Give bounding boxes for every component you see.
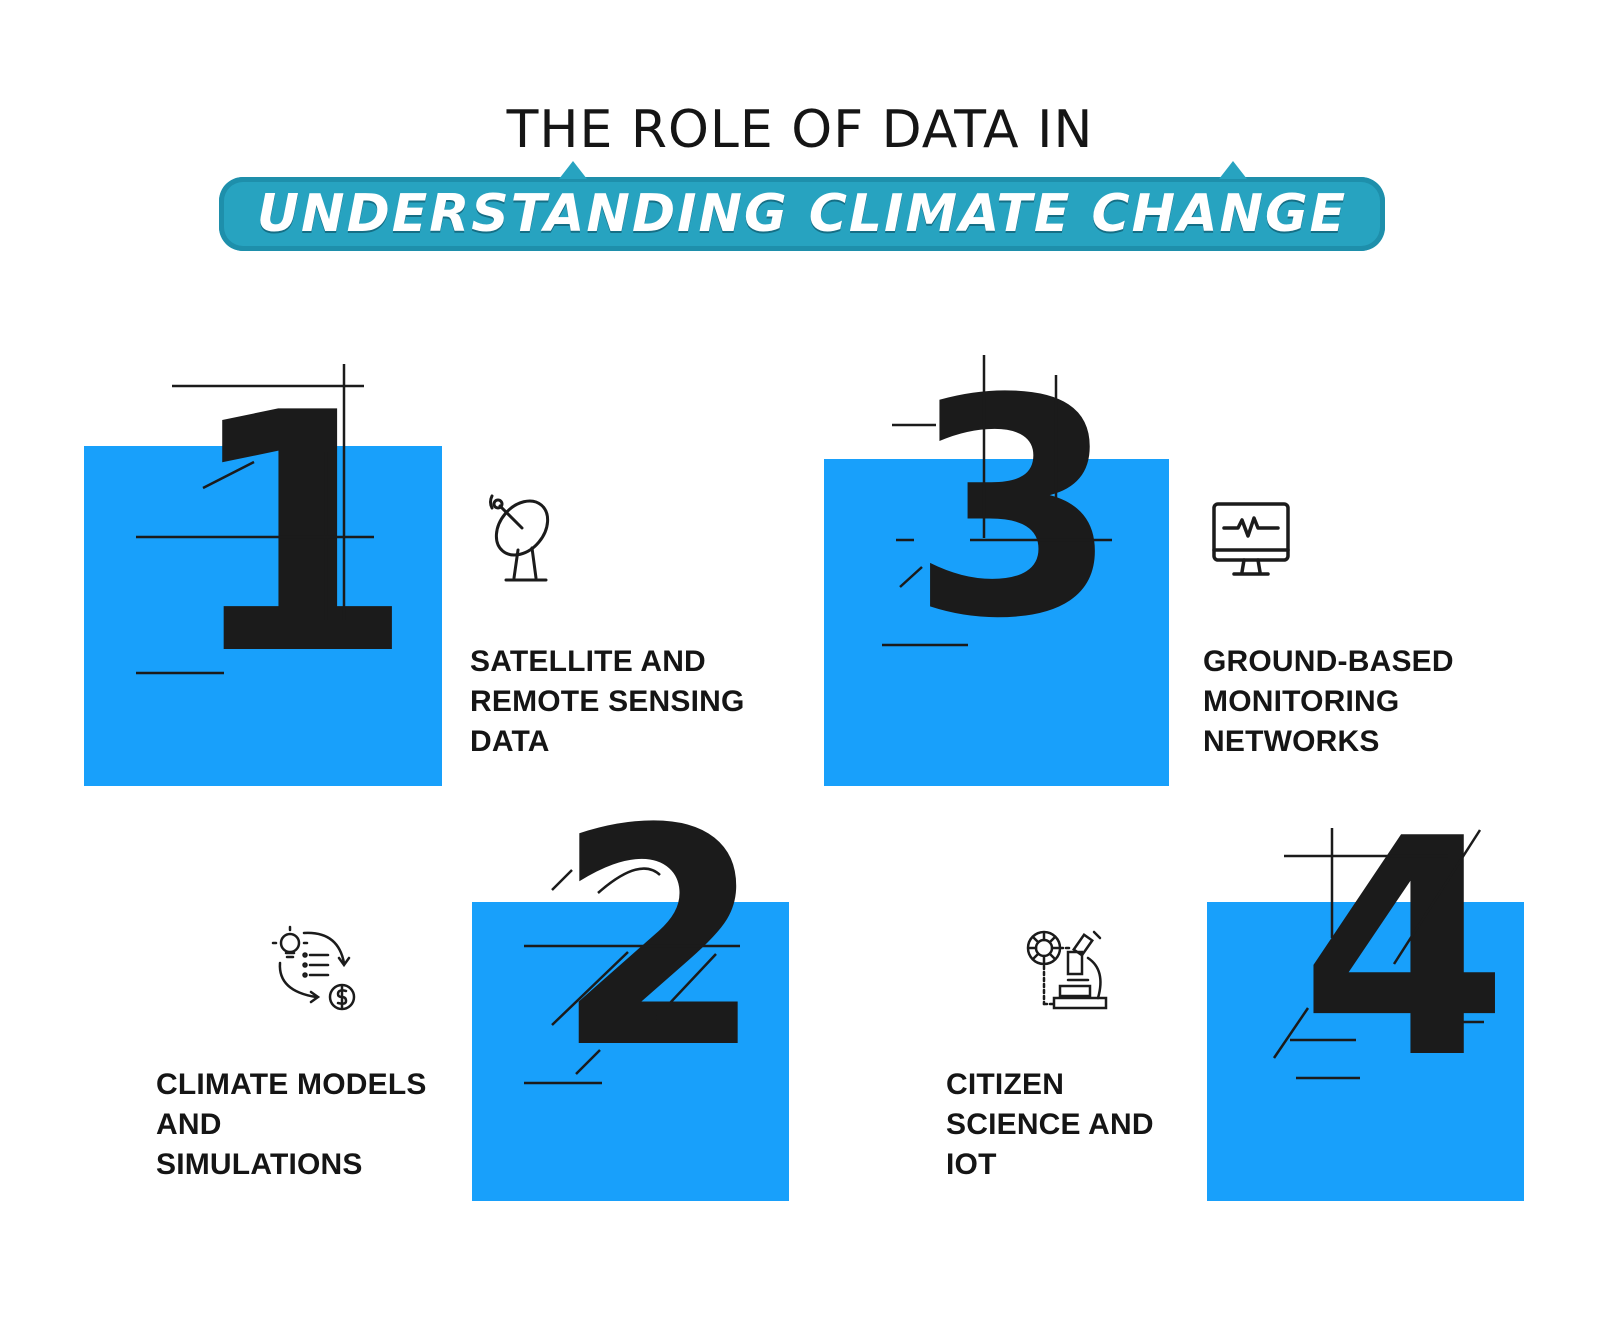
monitor-heartbeat-icon: [1212, 502, 1290, 576]
step-1-number: 1: [185, 343, 415, 727]
page-title: THE ROLE OF DATA IN: [506, 100, 1094, 160]
banner-title: UNDERSTANDING CLIMATE CHANGE: [256, 184, 1348, 244]
lightbulb-cycle-dollar-icon: [271, 925, 356, 1011]
satellite-dish-icon: [489, 494, 550, 582]
step-1-label: SATELLITE AND REMOTE SENSING DATA: [470, 645, 745, 758]
step-3-label: GROUND-BASED MONITORING NETWORKS: [1203, 645, 1454, 758]
step-1-square: [84, 446, 442, 786]
step-4-label: CITIZEN SCIENCE AND IOT: [946, 1068, 1154, 1181]
step-2-square: [472, 902, 789, 1201]
step-4-number: 4: [1300, 775, 1509, 1124]
microscope-virus-icon: [1026, 930, 1108, 1010]
step-2-number: 2: [555, 765, 764, 1114]
step-2-label: CLIMATE MODELS AND SIMULATIONS: [156, 1068, 427, 1181]
step-3-square: [824, 459, 1169, 786]
title-banner: UNDERSTANDING CLIMATE CHANGE: [219, 161, 1385, 251]
step-3-number: 3: [910, 335, 1119, 684]
